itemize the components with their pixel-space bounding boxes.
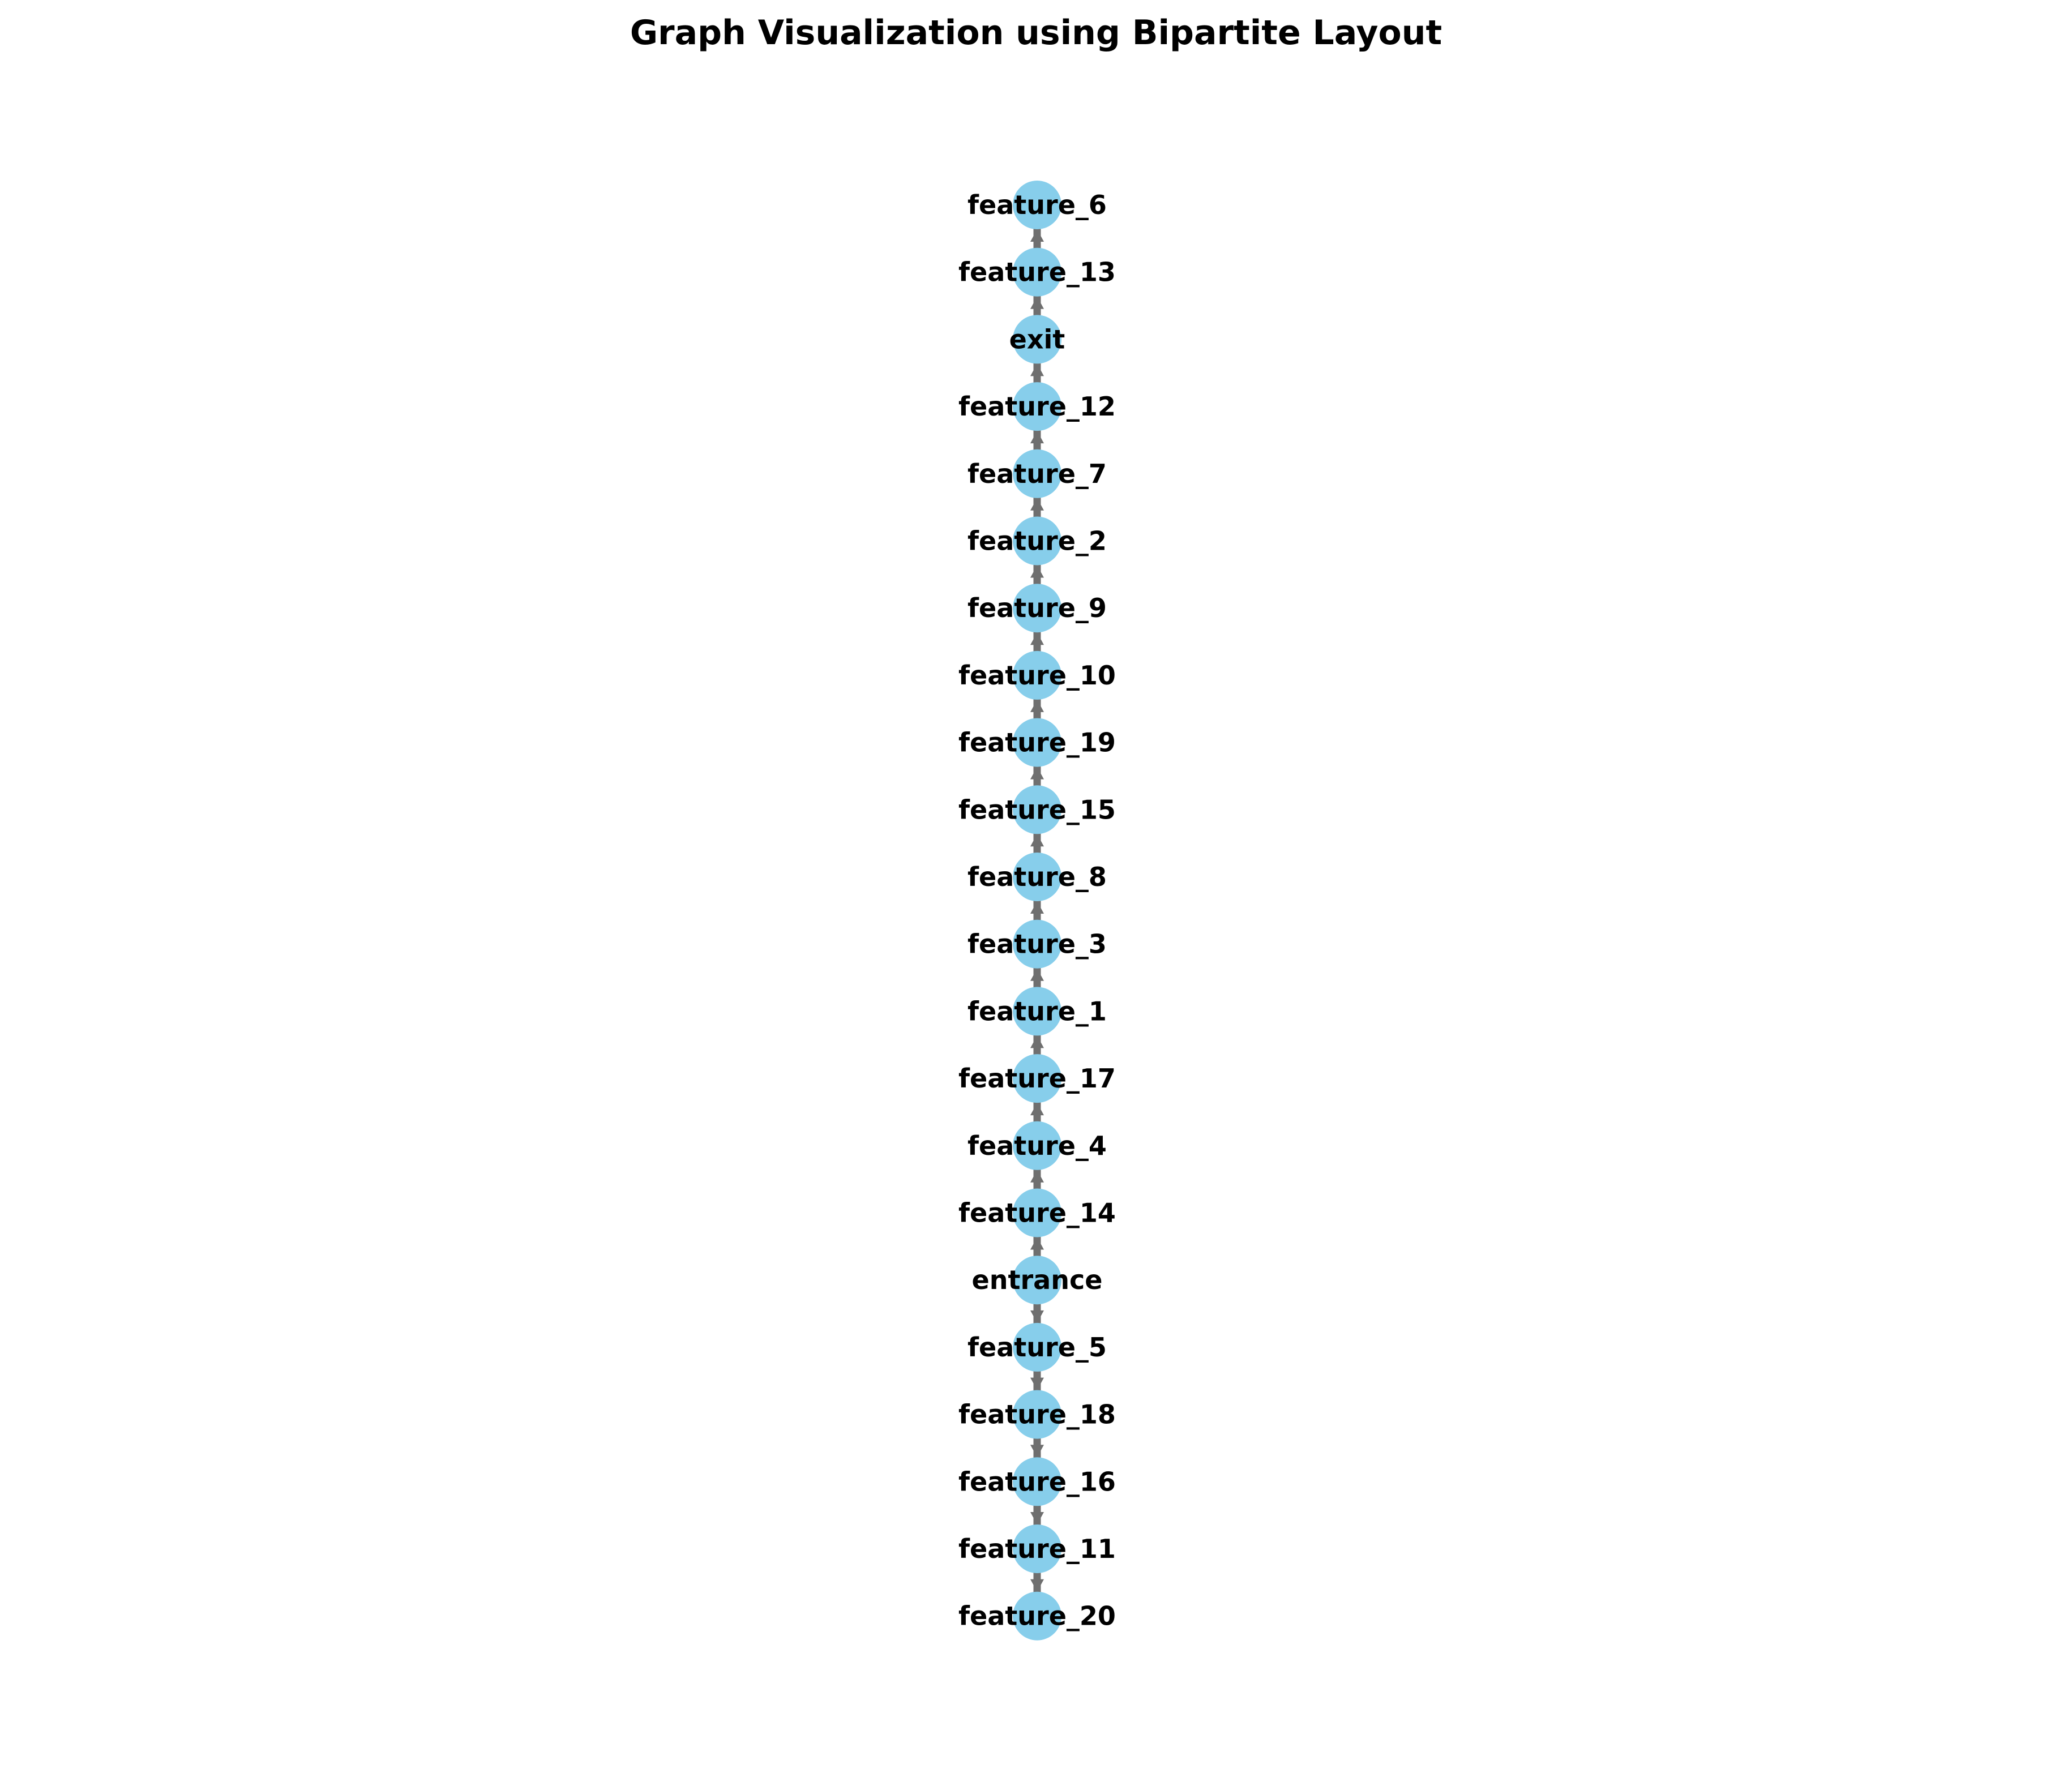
- edge-arrowhead: [1030, 1579, 1044, 1592]
- node-label-feature_2: feature_2: [967, 526, 1107, 556]
- edge-arrowhead: [1030, 1512, 1044, 1524]
- edge-arrowhead: [1030, 766, 1044, 780]
- edge-arrowhead: [1030, 699, 1044, 712]
- node-label-feature_16: feature_16: [958, 1466, 1116, 1497]
- edge-arrowhead: [1030, 1103, 1044, 1116]
- node-label-feature_19: feature_19: [958, 727, 1116, 758]
- edge-arrowhead: [1030, 363, 1044, 376]
- edge-arrowhead: [1030, 498, 1044, 511]
- node-label-feature_12: feature_12: [958, 391, 1116, 422]
- node-feature_5: [1013, 1322, 1061, 1372]
- edge-arrowhead: [1030, 1170, 1044, 1183]
- node-feature_4: [1013, 1121, 1061, 1170]
- node-label-feature_11: feature_11: [958, 1534, 1116, 1564]
- edge-arrowhead: [1030, 1310, 1044, 1323]
- node-label-feature_3: feature_3: [967, 929, 1107, 960]
- edge-arrowhead: [1030, 296, 1044, 309]
- node-feature_20: [1013, 1591, 1061, 1641]
- node-feature_13: [1013, 247, 1061, 297]
- nodes-layer: [1013, 181, 1061, 1641]
- node-feature_15: [1013, 785, 1061, 834]
- node-entrance: [1013, 1256, 1061, 1305]
- node-label-feature_5: feature_5: [967, 1332, 1107, 1363]
- node-feature_10: [1013, 650, 1061, 700]
- edge-arrowhead: [1030, 901, 1044, 914]
- node-feature_6: [1013, 181, 1061, 229]
- edge-arrowhead: [1030, 632, 1044, 645]
- node-label-feature_6: feature_6: [967, 190, 1107, 220]
- node-feature_3: [1013, 919, 1061, 969]
- node-label-feature_18: feature_18: [958, 1399, 1116, 1430]
- edge-arrowhead: [1030, 1035, 1044, 1048]
- node-feature_12: [1013, 382, 1061, 431]
- edge-arrowhead: [1030, 1377, 1044, 1390]
- edge-arrowhead: [1030, 1445, 1044, 1458]
- node-label-feature_10: feature_10: [958, 660, 1116, 691]
- node-exit: [1013, 315, 1061, 364]
- node-label-feature_9: feature_9: [967, 593, 1107, 623]
- node-label-feature_14: feature_14: [958, 1198, 1116, 1228]
- node-label-feature_17: feature_17: [958, 1063, 1116, 1094]
- edge-arrowhead: [1030, 834, 1044, 847]
- node-label-feature_7: feature_7: [967, 459, 1107, 489]
- node-feature_19: [1013, 718, 1061, 767]
- node-feature_17: [1013, 1054, 1061, 1103]
- node-label-feature_4: feature_4: [967, 1130, 1107, 1161]
- edge-arrowhead: [1030, 1237, 1044, 1250]
- node-feature_16: [1013, 1457, 1061, 1506]
- node-label-exit: exit: [1009, 324, 1065, 354]
- node-feature_14: [1013, 1188, 1061, 1237]
- node-feature_9: [1013, 584, 1061, 633]
- node-label-feature_20: feature_20: [958, 1601, 1116, 1631]
- node-label-feature_1: feature_1: [967, 996, 1107, 1026]
- edge-arrowhead: [1030, 968, 1044, 981]
- edge-arrowhead: [1030, 431, 1044, 444]
- node-feature_18: [1013, 1390, 1061, 1439]
- node-feature_8: [1013, 853, 1061, 901]
- node-feature_2: [1013, 516, 1061, 566]
- chart-title: Graph Visualization using Bipartite Layo…: [630, 13, 1442, 53]
- node-feature_7: [1013, 449, 1061, 498]
- node-label-feature_15: feature_15: [958, 794, 1116, 825]
- edge-arrowhead: [1030, 565, 1044, 578]
- node-feature_11: [1013, 1524, 1061, 1573]
- node-label-feature_8: feature_8: [967, 862, 1107, 892]
- node-feature_1: [1013, 987, 1061, 1036]
- node-label-entrance: entrance: [972, 1265, 1103, 1295]
- node-label-feature_13: feature_13: [958, 257, 1116, 288]
- edge-arrowhead: [1030, 229, 1044, 242]
